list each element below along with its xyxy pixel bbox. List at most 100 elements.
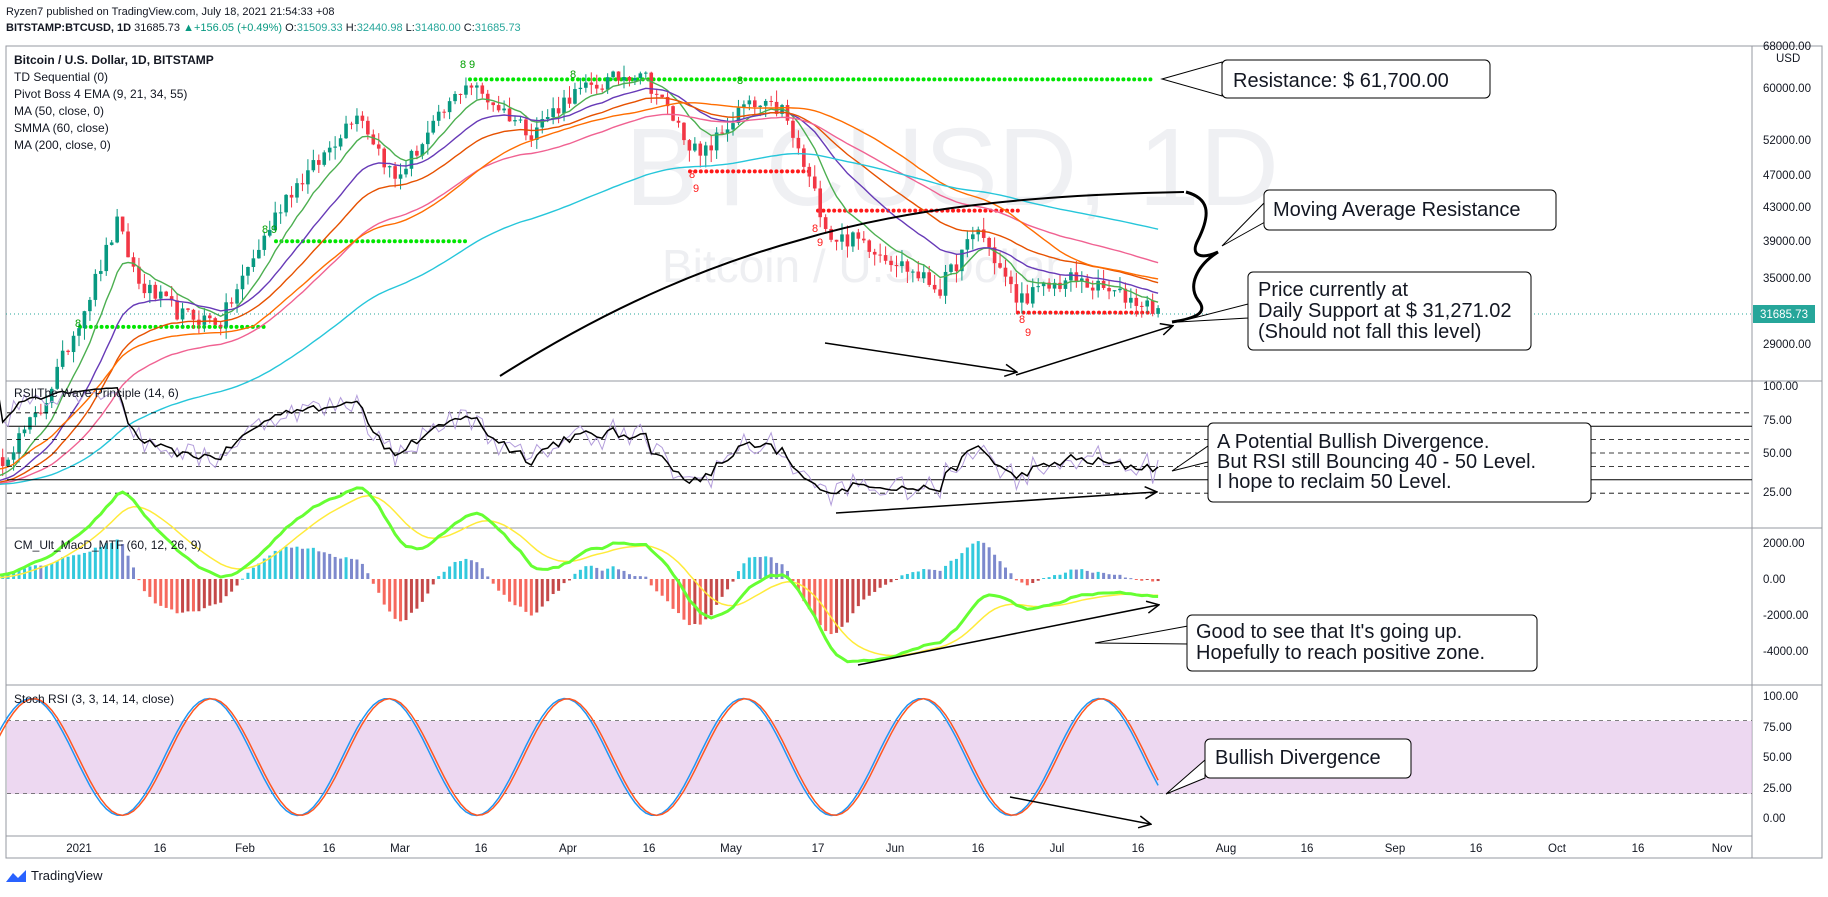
candle-body (524, 119, 528, 136)
td-level (769, 169, 773, 174)
stoch-divergence-line[interactable] (1009, 796, 1150, 824)
candle-body (513, 120, 517, 122)
candle-body (818, 188, 822, 218)
candle-body (1020, 293, 1024, 303)
tradingview-footer[interactable]: TradingView (6, 868, 103, 883)
stoch-callout[interactable] (1204, 738, 1412, 779)
price-callout[interactable] (1247, 271, 1532, 351)
td-resistance-level (705, 77, 710, 82)
candle-body (883, 255, 888, 261)
candle-body (333, 146, 337, 148)
macd-histogram-bar (900, 575, 904, 579)
td-level (796, 169, 800, 174)
macd-rising-line[interactable] (857, 605, 1158, 666)
ema9-line (0, 77, 1159, 477)
candle-body (872, 251, 877, 255)
candle-body (644, 72, 648, 74)
td-level (826, 208, 831, 213)
td-support-level (371, 239, 376, 244)
macd-histogram-bar (796, 579, 800, 591)
macd-histogram-bar (268, 555, 272, 579)
td-level (790, 169, 795, 174)
macd-pane-title: CM_Ult_MacD_MTF (60, 12, 26, 9) (14, 538, 201, 552)
resistance-callout[interactable] (1221, 59, 1491, 99)
candle-body (257, 249, 261, 259)
ma-bracket[interactable] (1171, 190, 1219, 324)
td-support-level (457, 239, 462, 244)
macd-histogram-bar (965, 547, 969, 579)
drawings[interactable]: Resistance: $ 61,700.00 Moving Average R… (499, 59, 1592, 824)
price-lower-low-line[interactable] (824, 342, 1016, 372)
td-resistance-level (565, 77, 570, 82)
candle-body (971, 234, 975, 240)
td-resistance-level (678, 77, 683, 82)
td-level (907, 208, 912, 213)
candle-body (556, 108, 561, 114)
candle-body (965, 239, 970, 250)
macd-histogram-bar (317, 551, 321, 579)
rsi-callout[interactable] (1207, 422, 1592, 503)
stoch-pane (0, 697, 1752, 817)
macd-histogram-bar (720, 579, 724, 597)
candle-body (442, 111, 446, 113)
rsi-tick-label: 100.00 (1763, 381, 1798, 393)
td-support-level (441, 239, 446, 244)
candle-body (851, 232, 855, 247)
ma200-trendline[interactable] (499, 191, 1185, 377)
macd-histogram-bar (769, 557, 773, 579)
smma60-line (0, 152, 1159, 485)
macd-histogram-bar (251, 567, 255, 579)
macd-histogram-bar (170, 579, 174, 610)
macd-histogram-bar (513, 579, 517, 606)
macd-histogram-bar (704, 579, 708, 620)
x-tick-label: 16 (643, 843, 656, 855)
macd-histogram-bar (28, 566, 32, 579)
macd-histogram-bar (960, 553, 964, 579)
candle-body (1030, 287, 1035, 304)
candle-body (338, 138, 343, 147)
macd-callout[interactable] (1186, 614, 1538, 672)
macd-histogram-bar (284, 546, 288, 579)
ma-resistance-callout[interactable] (1263, 189, 1557, 231)
td-resistance-level (1143, 77, 1147, 82)
macd-histogram-bar (360, 563, 364, 579)
last-price: 31685.73 (134, 22, 181, 34)
td-resistance-level (473, 77, 478, 82)
macd-histogram-bar (627, 574, 631, 579)
macd-histogram-bar (1102, 572, 1106, 579)
rsi-divergence-line[interactable] (835, 492, 1156, 514)
x-axis: 2021 16 Feb 16 Mar 16 Apr 16 May 17 Jun 16 Jul 16 Aug 1… (66, 843, 1732, 855)
price-higher-low-line[interactable] (1015, 326, 1172, 376)
td-resistance-level (1035, 77, 1039, 82)
candle-body (469, 85, 474, 88)
macd-histogram-bar (44, 565, 48, 579)
price-tick-label: 39000.00 (1763, 236, 1811, 248)
macd-histogram-bar (867, 579, 871, 596)
td-level (956, 208, 961, 213)
macd-histogram-bar (971, 543, 975, 579)
td-resistance-level (468, 77, 472, 82)
macd-histogram-bar (333, 556, 337, 579)
td-resistance-level (802, 77, 807, 82)
macd-histogram-bar (993, 554, 997, 579)
price-tick-label: 43000.00 (1763, 202, 1811, 214)
td-resistance-level (846, 77, 850, 82)
candles (0, 65, 1160, 477)
candle-body (66, 350, 70, 353)
macd-histogram-bar (175, 579, 179, 614)
td-support-level (360, 239, 365, 244)
macd-histogram-bar (851, 579, 855, 614)
candle-body (202, 315, 207, 325)
td-level (1010, 208, 1015, 213)
candle-body (676, 120, 681, 123)
macd-histogram-bar (355, 559, 359, 579)
td-resistance-level (484, 77, 489, 82)
candle-body (578, 87, 583, 90)
td-support-level (213, 324, 217, 329)
candle-body (616, 71, 621, 81)
candle-body (153, 284, 158, 299)
macd-histogram-bar (562, 579, 566, 584)
candle-body (137, 266, 141, 284)
macd-histogram-bar (453, 561, 457, 579)
